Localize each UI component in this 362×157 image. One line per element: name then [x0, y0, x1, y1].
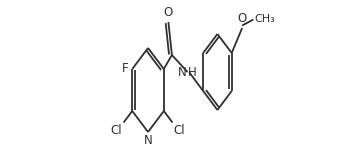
Text: O: O [164, 6, 173, 19]
Text: F: F [122, 62, 129, 76]
Text: N: N [178, 65, 186, 78]
Text: N: N [144, 134, 152, 147]
Text: H: H [188, 65, 197, 78]
Text: Cl: Cl [174, 124, 185, 137]
Text: O: O [237, 12, 247, 25]
Text: CH₃: CH₃ [254, 14, 275, 24]
Text: Cl: Cl [111, 124, 122, 137]
